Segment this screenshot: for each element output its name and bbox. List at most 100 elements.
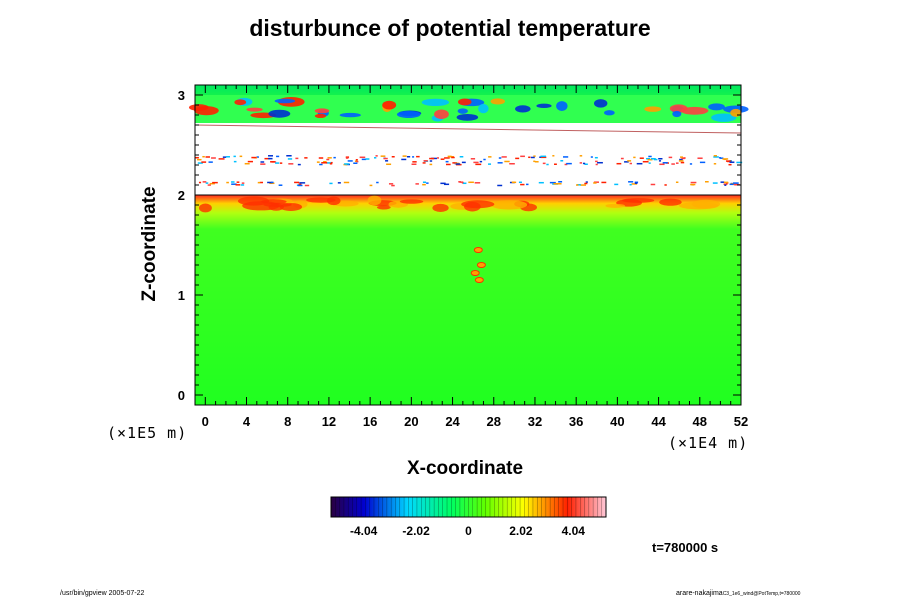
noise-streak [233, 155, 236, 158]
warm-patch [490, 200, 528, 210]
noise-streak [488, 156, 492, 158]
eddy-patch [314, 108, 330, 114]
noise-streak [642, 160, 649, 163]
noise-streak [402, 155, 407, 157]
noise-streak [416, 155, 420, 158]
noise-streak [205, 182, 209, 184]
noise-streak [723, 158, 727, 161]
noise-streak [658, 160, 662, 162]
noise-streak [552, 155, 555, 157]
noise-streak [690, 183, 696, 186]
noise-streak [343, 181, 350, 184]
warm-patch [376, 205, 391, 210]
noise-streak [329, 182, 333, 185]
noise-streak [653, 158, 658, 161]
eddy-patch [603, 110, 615, 116]
noise-streak [327, 157, 332, 159]
colorbar-frame [330, 496, 607, 518]
warm-patch [399, 199, 424, 204]
noise-streak [616, 162, 622, 165]
x-tick-label: 24 [445, 414, 460, 429]
noise-streak [593, 182, 597, 184]
eddy-patch [339, 112, 361, 118]
noise-streak [354, 160, 358, 162]
noise-streak [226, 181, 229, 184]
noise-streak [415, 183, 419, 185]
noise-streak [488, 163, 492, 165]
x-axis-unit: (×1E4 m) [668, 434, 749, 452]
x-tick-label: 28 [487, 414, 501, 429]
noise-streak [298, 183, 302, 186]
warm-patch [432, 203, 449, 213]
noise-streak [518, 181, 522, 184]
noise-streak [526, 183, 529, 186]
noise-streak [297, 163, 301, 166]
noise-streak [259, 181, 264, 184]
noise-streak [628, 181, 634, 183]
noise-streak [646, 157, 651, 160]
noise-streak [374, 157, 377, 159]
noise-streak [422, 183, 426, 186]
noise-streak [198, 181, 202, 184]
noise-streak [580, 184, 587, 186]
eddy-patch [672, 110, 682, 118]
noise-streak [633, 156, 636, 159]
noise-streak [452, 162, 458, 164]
noise-streak [205, 156, 210, 158]
noise-streak [271, 181, 274, 184]
noise-streak [455, 163, 461, 165]
noise-streak [539, 156, 543, 158]
noise-streak [497, 184, 503, 187]
noise-streak [590, 156, 593, 158]
noise-streak [209, 182, 215, 185]
noise-streak [533, 160, 536, 163]
noise-streak [675, 181, 679, 184]
noise-streak [401, 158, 407, 161]
noise-streak [671, 163, 675, 165]
warm-patch [605, 203, 625, 208]
eddy-patch [680, 106, 709, 115]
noise-streak [558, 181, 563, 183]
noise-streak [629, 183, 632, 186]
noise-streak [659, 163, 665, 166]
noise-streak [538, 181, 544, 184]
noise-streak [723, 183, 728, 185]
eddy-patch [457, 108, 468, 114]
noise-streak [247, 160, 253, 163]
noise-streak [267, 181, 273, 184]
noise-streak [239, 155, 243, 158]
noise-streak [197, 158, 202, 161]
eddy-patch [314, 113, 327, 119]
eddy-patch [421, 98, 450, 107]
noise-streak [473, 161, 479, 164]
colorbar-tick-label: 0 [465, 524, 472, 538]
noise-streak [304, 184, 310, 187]
noise-streak [675, 162, 679, 164]
warm-patch [461, 200, 495, 209]
noise-streak [445, 160, 449, 163]
x-tick-label: 0 [202, 414, 209, 429]
eddy-patch [434, 109, 449, 120]
noise-streak [540, 155, 547, 158]
noise-streak [235, 184, 241, 186]
noise-streak [636, 162, 643, 165]
noise-streak [627, 160, 632, 162]
noise-streak [620, 157, 624, 160]
noise-streak [530, 156, 535, 159]
footer-author-name: arare-nakajima [676, 590, 723, 597]
noise-streak [323, 160, 327, 163]
noise-streak [445, 163, 451, 166]
noise-streak [639, 157, 644, 159]
noise-streak [560, 160, 564, 162]
eddy-patch [246, 107, 263, 112]
noise-streak [520, 183, 525, 186]
noise-streak [412, 156, 415, 158]
x-tick-label: 20 [404, 414, 418, 429]
noise-streak [319, 163, 323, 166]
noise-streak [356, 160, 359, 163]
noise-streak [260, 163, 266, 165]
noise-streak [257, 181, 261, 184]
noise-streak [595, 160, 598, 163]
noise-streak [365, 158, 370, 160]
